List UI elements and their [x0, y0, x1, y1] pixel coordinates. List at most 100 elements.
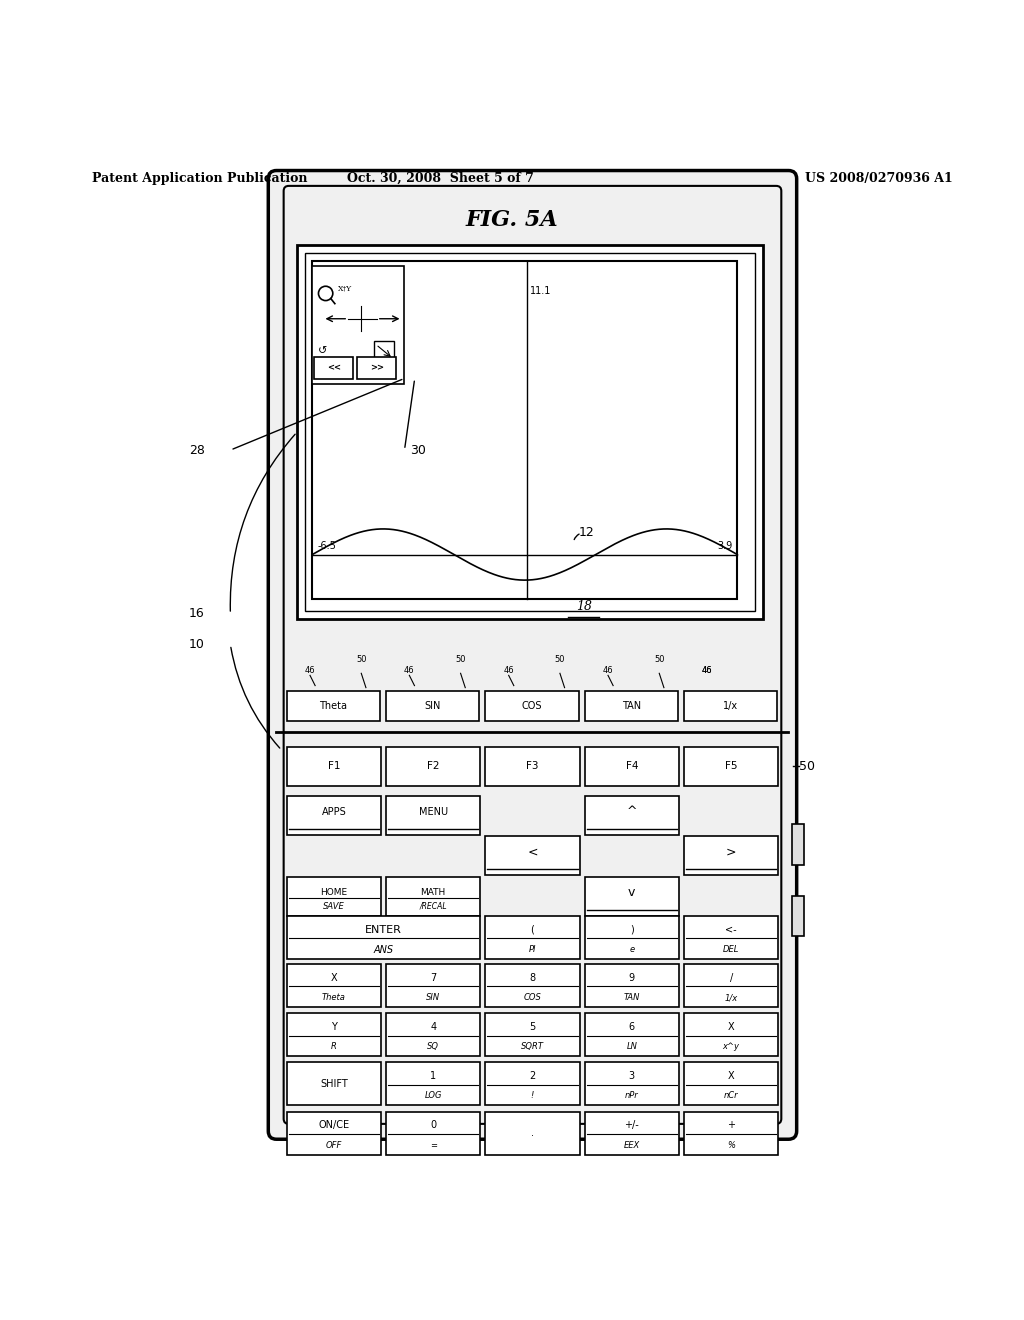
- Text: 12: 12: [579, 525, 594, 539]
- Bar: [386, 1111, 480, 1155]
- Bar: [305, 253, 755, 611]
- Text: +: +: [727, 1121, 735, 1130]
- Bar: [287, 1111, 381, 1155]
- Bar: [585, 690, 678, 722]
- Text: Theta: Theta: [319, 701, 347, 711]
- Bar: [684, 747, 778, 785]
- Text: <<: <<: [327, 363, 341, 372]
- Text: 2: 2: [529, 1072, 536, 1081]
- Bar: [585, 876, 679, 916]
- Text: 6: 6: [629, 1022, 635, 1032]
- Bar: [485, 916, 580, 960]
- Bar: [312, 260, 737, 598]
- Text: >>: >>: [370, 363, 384, 372]
- Text: F1: F1: [328, 762, 340, 771]
- Text: x^y: x^y: [723, 1043, 739, 1051]
- Text: 50: 50: [799, 760, 815, 774]
- Bar: [684, 836, 778, 875]
- Text: /RECAL: /RECAL: [420, 902, 446, 911]
- Bar: [386, 796, 480, 836]
- Text: SHIFT: SHIFT: [319, 1078, 348, 1089]
- Bar: [684, 1111, 778, 1155]
- Bar: [287, 1063, 381, 1105]
- Text: (: (: [530, 925, 535, 935]
- Text: ANS: ANS: [374, 945, 393, 954]
- Text: X: X: [331, 973, 337, 983]
- Text: 50: 50: [654, 656, 665, 664]
- Bar: [386, 1063, 480, 1105]
- Text: 46: 46: [305, 665, 315, 675]
- Text: MENU: MENU: [419, 807, 447, 817]
- Text: 3: 3: [629, 1072, 635, 1081]
- Bar: [287, 916, 480, 960]
- Text: 1/x: 1/x: [725, 993, 737, 1002]
- Bar: [684, 1063, 778, 1105]
- Bar: [684, 964, 778, 1007]
- Text: !: !: [530, 1092, 535, 1101]
- Bar: [585, 796, 679, 836]
- Text: 50: 50: [456, 656, 466, 664]
- Text: nCr: nCr: [724, 1092, 738, 1101]
- Text: ^: ^: [627, 805, 637, 818]
- Text: X†Y: X†Y: [338, 284, 352, 292]
- Text: Y: Y: [331, 1022, 337, 1032]
- Text: COS: COS: [523, 993, 542, 1002]
- Bar: [287, 690, 380, 722]
- Text: <-: <-: [725, 925, 737, 935]
- Text: X: X: [728, 1022, 734, 1032]
- Text: 50: 50: [555, 656, 565, 664]
- Text: 1/x: 1/x: [723, 701, 738, 711]
- Text: 7: 7: [430, 973, 436, 983]
- Text: 18: 18: [575, 601, 592, 614]
- Text: <: <: [527, 845, 538, 858]
- Bar: [386, 1014, 480, 1056]
- Text: 46: 46: [702, 665, 713, 675]
- Bar: [485, 1111, 580, 1155]
- Text: US 2008/0270936 A1: US 2008/0270936 A1: [805, 172, 952, 185]
- Text: +/-: +/-: [625, 1121, 639, 1130]
- Text: 50: 50: [356, 656, 367, 664]
- Text: 30: 30: [410, 444, 426, 457]
- Bar: [585, 916, 679, 960]
- Text: X: X: [728, 1072, 734, 1081]
- Bar: [485, 747, 580, 785]
- Bar: [297, 246, 763, 619]
- Text: Theta: Theta: [322, 993, 346, 1002]
- Text: 46: 46: [504, 665, 514, 675]
- Text: TAN: TAN: [624, 993, 640, 1002]
- Bar: [312, 265, 404, 384]
- Text: SIN: SIN: [426, 993, 440, 1002]
- Text: F2: F2: [427, 762, 439, 771]
- Bar: [585, 1063, 679, 1105]
- Bar: [287, 964, 381, 1007]
- Bar: [585, 1014, 679, 1056]
- Text: nPr: nPr: [625, 1092, 639, 1101]
- Bar: [585, 964, 679, 1007]
- Bar: [386, 964, 480, 1007]
- Text: COS: COS: [521, 701, 543, 711]
- Text: ↺: ↺: [317, 346, 327, 355]
- Text: e: e: [629, 945, 635, 954]
- Text: APPS: APPS: [322, 807, 346, 817]
- Bar: [287, 876, 381, 916]
- Text: FIG. 5A: FIG. 5A: [466, 209, 558, 231]
- Text: 46: 46: [603, 665, 613, 675]
- Text: 28: 28: [188, 444, 205, 457]
- Bar: [585, 747, 679, 785]
- Bar: [314, 356, 353, 379]
- Bar: [287, 747, 381, 785]
- Text: ): ): [630, 925, 634, 935]
- Text: OFF: OFF: [326, 1140, 342, 1150]
- Bar: [374, 342, 394, 360]
- FancyBboxPatch shape: [268, 170, 797, 1139]
- Text: SAVE: SAVE: [323, 902, 345, 911]
- Text: ENTER: ENTER: [365, 925, 402, 935]
- Text: Oct. 30, 2008  Sheet 5 of 7: Oct. 30, 2008 Sheet 5 of 7: [347, 172, 534, 185]
- Text: 1: 1: [430, 1072, 436, 1081]
- Text: -6.5: -6.5: [317, 541, 336, 552]
- Text: 8: 8: [529, 973, 536, 983]
- Bar: [287, 1014, 381, 1056]
- Bar: [792, 824, 804, 865]
- Text: 46: 46: [702, 665, 713, 675]
- Text: ON/CE: ON/CE: [318, 1121, 349, 1130]
